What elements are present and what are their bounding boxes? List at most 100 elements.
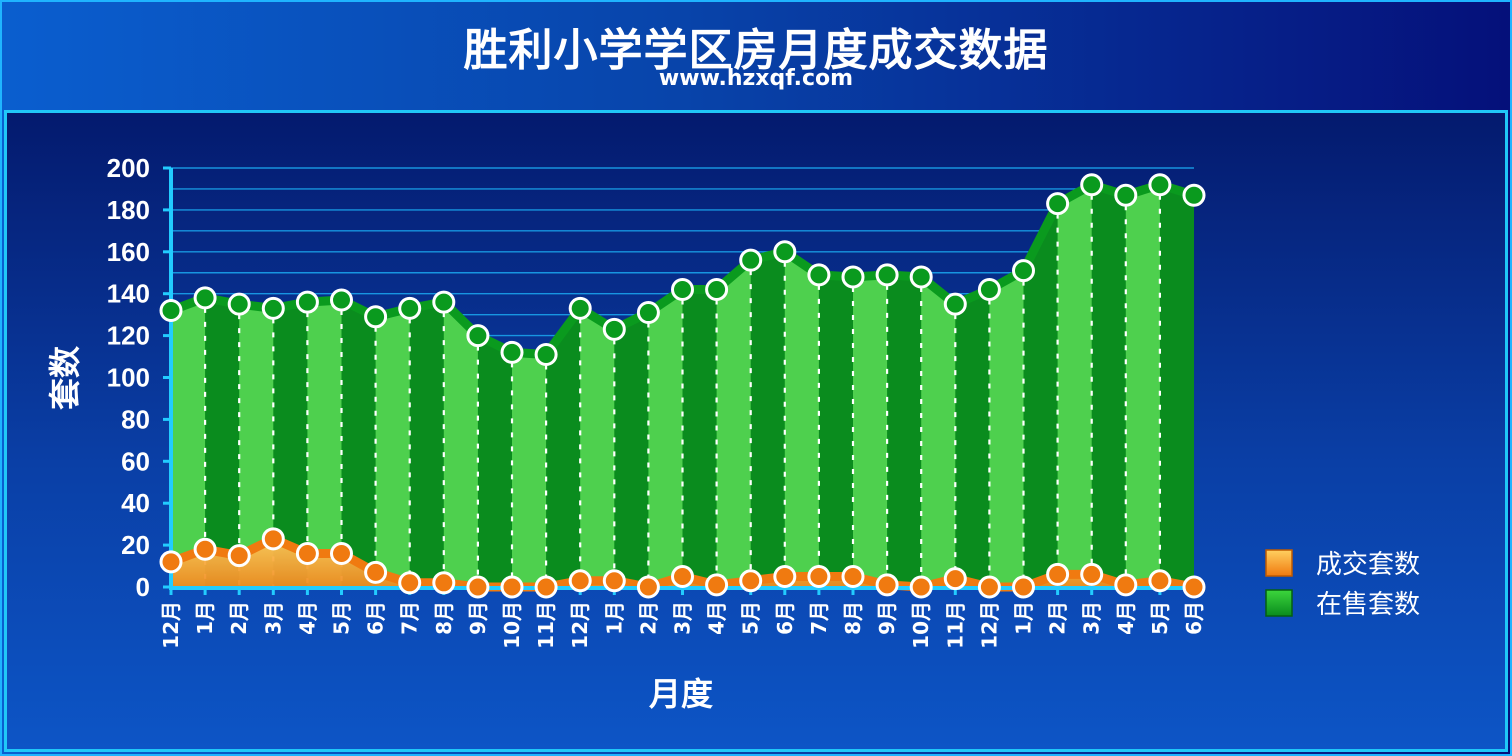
listing-point: [875, 263, 899, 287]
x-tick-label: 10月: [500, 601, 524, 649]
y-tick-label: 0: [136, 572, 150, 602]
sold-point: [261, 527, 285, 551]
listing-band: [989, 184, 1025, 587]
x-tick-label: 11月: [534, 601, 558, 649]
x-tick-label: 7月: [398, 601, 422, 635]
x-tick-label: 9月: [875, 601, 899, 635]
listing-band: [818, 184, 854, 587]
listing-band: [477, 184, 513, 587]
listing-point: [943, 292, 967, 316]
listing-point: [500, 340, 524, 364]
x-tick-label: 1月: [602, 601, 626, 635]
listing-band: [750, 184, 786, 587]
listing-point: [534, 342, 558, 366]
listing-band: [239, 184, 274, 587]
x-tick-label: 3月: [1080, 601, 1104, 635]
y-tick-label: 40: [121, 488, 150, 518]
y-tick-label: 20: [121, 530, 150, 560]
sold-point: [1114, 573, 1138, 597]
listing-band: [580, 184, 615, 587]
y-axis-title: 套数: [46, 345, 84, 410]
chart-title: 胜利小学学区房月度成交数据: [463, 25, 1049, 76]
listing-point: [602, 317, 626, 341]
x-tick-label: 3月: [671, 601, 695, 635]
listing-point: [739, 248, 763, 272]
legend-swatch-sold: [1265, 549, 1293, 577]
x-tick-label: 4月: [295, 601, 319, 635]
x-tick-label: 6月: [1182, 601, 1206, 635]
x-tick-label: 4月: [1114, 601, 1138, 635]
sold-point: [398, 571, 422, 595]
sold-point: [1148, 569, 1172, 593]
x-tick-label: 8月: [841, 601, 865, 635]
listing-point: [295, 290, 319, 314]
sold-point: [977, 575, 1001, 599]
listing-band: [853, 184, 888, 587]
listing-point: [568, 296, 592, 320]
listing-point: [432, 290, 456, 314]
y-tick-label: 180: [107, 195, 150, 225]
x-axis-title: 月度: [649, 675, 713, 713]
x-tick-label: 5月: [330, 601, 354, 635]
sold-point: [159, 550, 183, 574]
x-tick-label: 12月: [977, 601, 1001, 649]
listing-point: [261, 296, 285, 320]
x-tick-label: 5月: [739, 601, 763, 635]
x-tick-label: 5月: [1148, 601, 1172, 635]
listing-band: [273, 184, 308, 587]
listing-point: [671, 278, 694, 302]
listing-band: [648, 184, 684, 587]
sold-point: [943, 567, 967, 591]
sold-point: [636, 575, 660, 599]
sold-point: [432, 571, 456, 595]
listing-band: [1125, 184, 1161, 587]
x-tick-label: 2月: [636, 601, 660, 635]
x-tick-label: 11月: [943, 601, 967, 649]
sold-point: [364, 560, 388, 584]
listing-point: [193, 286, 217, 310]
y-tick-label: 200: [107, 153, 150, 183]
x-tick-label: 2月: [227, 601, 251, 635]
sold-point: [227, 544, 251, 568]
listing-point: [364, 305, 388, 329]
listing-band: [546, 184, 581, 587]
listing-band: [512, 184, 547, 587]
listing-band: [307, 184, 343, 587]
sold-point: [1012, 575, 1035, 599]
listing-point: [807, 263, 831, 287]
listing-band: [682, 184, 718, 587]
sold-point: [875, 573, 899, 597]
listing-band: [1159, 184, 1194, 587]
labels-layer: 0 20 40 60 80 100 120 140 160 180 200 12月 1月 2月 3月 4月 5月…: [46, 153, 1206, 713]
x-tick-label: 10月: [909, 601, 933, 649]
sold-point: [773, 565, 797, 589]
sold-point: [1182, 575, 1206, 599]
x-tick-label: 6月: [364, 601, 388, 635]
listing-point: [1046, 192, 1070, 216]
listing-band: [887, 184, 922, 587]
sold-point: [193, 537, 217, 561]
listing-band: [921, 184, 956, 587]
listing-area-fill: [171, 184, 1194, 587]
listing-area-layer: [169, 180, 1196, 587]
listing-band: [171, 184, 206, 587]
sold-point: [807, 565, 831, 589]
listing-point: [398, 296, 422, 320]
listing-band: [784, 184, 820, 587]
sold-point: [330, 541, 353, 565]
sold-point: [739, 569, 763, 593]
y-tick-label: 60: [121, 446, 150, 476]
x-tick-label: 4月: [705, 601, 729, 635]
sold-point: [909, 575, 933, 599]
listing-band: [375, 184, 411, 587]
listing-point: [1148, 173, 1172, 197]
listing-point: [841, 265, 865, 289]
listing-point: [159, 298, 183, 322]
points-layer: [159, 173, 1206, 599]
sold-point: [671, 565, 694, 589]
listing-point: [1182, 183, 1206, 207]
sold-point: [841, 565, 865, 589]
listing-point: [330, 288, 353, 312]
